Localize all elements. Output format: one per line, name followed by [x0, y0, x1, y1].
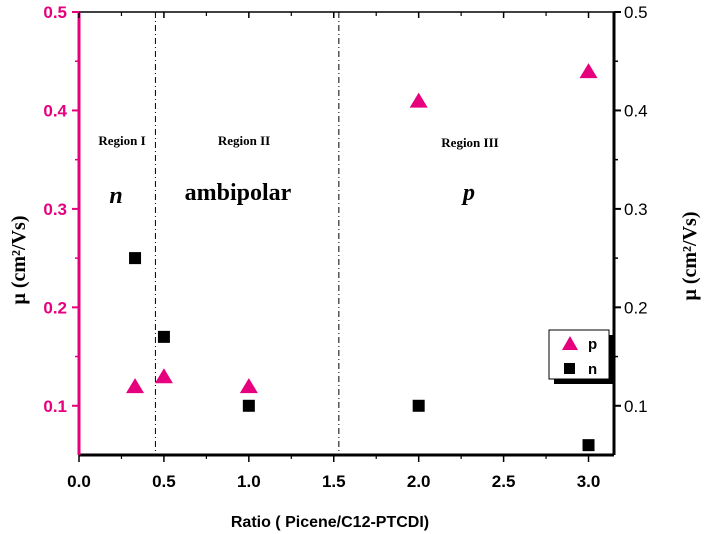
right-y-tick-label: 0.1: [624, 397, 648, 416]
legend-label-p: p: [588, 336, 597, 353]
n-type-point: [412, 399, 425, 412]
region-2-type: ambipolar: [185, 180, 292, 206]
x-tick-label: 0.5: [152, 472, 176, 491]
p-type-point: [154, 368, 173, 384]
p-type-point: [409, 92, 428, 108]
legend-square-marker: [564, 363, 575, 374]
p-type-point: [239, 378, 258, 394]
x-tick-label: 2.5: [492, 472, 516, 491]
x-tick-label: 1.0: [237, 472, 261, 491]
x-axis-ticks: 0.0 0.5 1.0 1.5 2.0 2.5 3.0: [67, 12, 600, 491]
x-tick-label: 0.0: [67, 472, 91, 491]
p-type-point: [579, 63, 598, 79]
region-3-type: p: [461, 180, 475, 206]
x-tick-label: 3.0: [577, 472, 601, 491]
region-3-title: Region III: [441, 135, 498, 150]
n-type-point: [157, 330, 170, 343]
left-y-tick-label: 0.2: [43, 298, 67, 317]
right-y-tick-label: 0.3: [624, 200, 648, 219]
right-y-tick-label: 0.5: [624, 3, 648, 22]
left-y-tick-label: 0.5: [43, 3, 67, 22]
left-y-tick-label: 0.1: [43, 397, 67, 416]
left-y-axis-label: μ (cm²/Vs): [8, 216, 30, 305]
x-axis-label: Ratio ( Picene/C12-PTCDI): [231, 514, 429, 531]
right-y-tick-label: 0.4: [624, 101, 648, 120]
region-dividers: [154, 12, 340, 455]
legend-box: [548, 329, 610, 380]
region-1-title: Region I: [98, 133, 145, 148]
n-type-point: [242, 399, 255, 412]
left-y-axis-ticks: 0.1 0.2 0.3 0.4 0.5: [43, 3, 79, 416]
p-type-point: [126, 378, 145, 394]
x-tick-label: 1.5: [322, 472, 346, 491]
x-tick-label: 2.0: [407, 472, 431, 491]
right-y-tick-label: 0.2: [624, 298, 648, 317]
right-y-axis-label: μ (cm²/Vs): [679, 212, 701, 301]
legend-triangle-marker: [562, 336, 578, 350]
n-type-point: [582, 439, 595, 452]
legend: p n: [548, 329, 615, 384]
right-y-axis-ticks: 0.1 0.2 0.3 0.4 0.5: [614, 3, 648, 416]
region-2-title: Region II: [218, 133, 270, 148]
region-labels: Region I Region II Region III n ambipola…: [98, 133, 498, 209]
data-points: [126, 63, 598, 452]
n-type-point: [129, 252, 142, 265]
left-y-tick-label: 0.3: [43, 200, 67, 219]
region-1-type: n: [109, 183, 122, 209]
legend-label-n: n: [588, 361, 597, 378]
left-y-tick-label: 0.4: [43, 101, 67, 120]
plot-frame: [77, 11, 616, 457]
